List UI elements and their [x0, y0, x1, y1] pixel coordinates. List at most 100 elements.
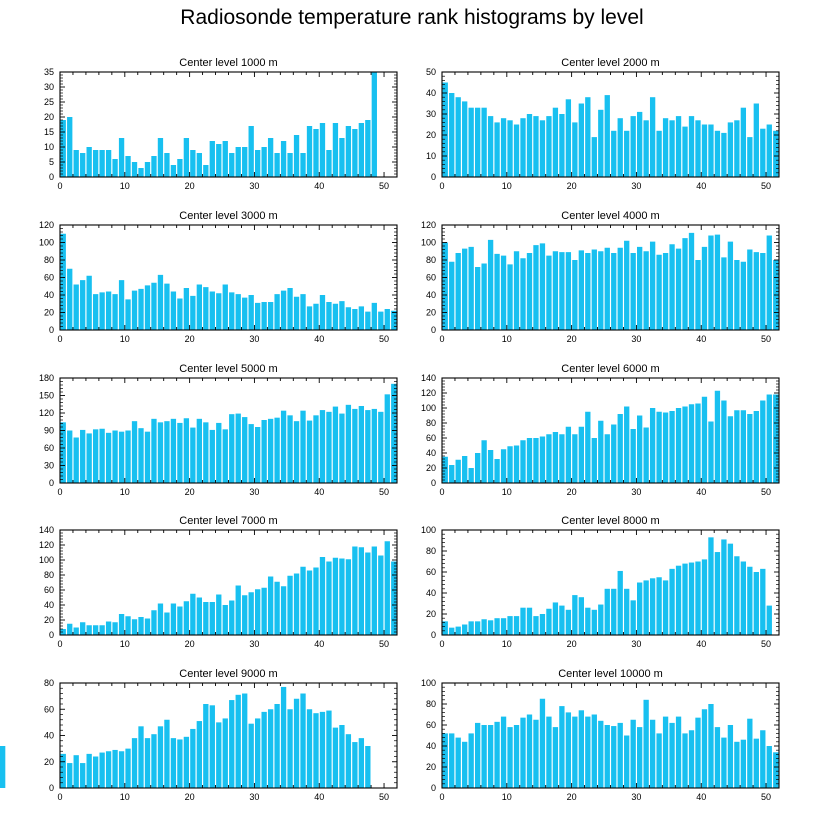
histogram-bar — [578, 710, 584, 788]
histogram-bar — [358, 306, 365, 330]
histogram-bar — [332, 727, 339, 788]
histogram-bar — [125, 748, 131, 788]
histogram-bar — [578, 597, 584, 635]
histogram-bar — [552, 107, 559, 177]
histogram-bar — [649, 408, 656, 483]
histogram-bar — [688, 116, 695, 177]
histogram-bar — [222, 605, 228, 635]
histogram-bar — [248, 592, 254, 635]
y-tick-label: 120 — [39, 540, 54, 550]
histogram-bar — [474, 453, 481, 483]
histogram-bar — [734, 556, 740, 635]
histogram-bar — [513, 725, 520, 788]
y-tick-label: 20 — [44, 615, 54, 625]
histogram-bar — [274, 417, 280, 483]
y-tick-label: 20 — [426, 463, 436, 473]
histogram-bar — [319, 711, 326, 788]
histogram-bar — [585, 411, 591, 483]
y-tick-label: 80 — [44, 570, 54, 580]
histogram-bar — [138, 168, 144, 177]
y-tick-label: 20 — [426, 609, 436, 619]
histogram-bar — [177, 606, 183, 635]
histogram-bar — [112, 294, 118, 330]
histogram-bar — [539, 243, 546, 330]
histogram-bar — [235, 413, 241, 483]
histogram-bar — [267, 418, 274, 483]
histogram-bar — [300, 153, 306, 177]
histogram-bar — [662, 253, 669, 330]
y-tick-label: 30 — [426, 109, 436, 119]
histogram-bar — [319, 295, 326, 330]
histogram-bar — [306, 570, 313, 635]
histogram-bar — [526, 253, 533, 330]
histogram-bar — [157, 274, 164, 330]
histogram-bar — [500, 618, 507, 635]
histogram-bar — [67, 117, 73, 177]
histogram-bar — [352, 309, 358, 330]
histogram-bar — [546, 116, 552, 177]
histogram-bar — [339, 558, 345, 635]
histogram-bar — [248, 723, 254, 788]
histogram-bar — [494, 253, 500, 330]
histogram-bar — [332, 303, 339, 330]
histogram-bar — [695, 120, 701, 177]
panel-10: Center level 10000 m 0 10 20 30 40 50 0 20 40 60 80… — [0, 668, 780, 802]
histogram-bar — [118, 431, 125, 483]
histogram-bar — [118, 280, 125, 330]
x-tick-label: 20 — [567, 639, 577, 649]
histogram-bar — [468, 621, 474, 635]
histogram-bar — [455, 253, 461, 330]
histogram-bar — [261, 711, 267, 788]
histogram-bar — [242, 297, 248, 330]
histogram-bar — [630, 600, 636, 635]
histogram-bar — [144, 162, 151, 177]
histogram-bar — [190, 150, 196, 177]
histogram-bar — [714, 552, 721, 635]
panel-title: Center level 5000 m — [179, 363, 277, 375]
histogram-bar — [306, 126, 313, 177]
histogram-bar — [222, 429, 228, 483]
histogram-bar — [287, 575, 293, 635]
histogram-bar — [494, 459, 500, 483]
histogram-bar — [118, 751, 125, 788]
histogram-bar — [144, 618, 151, 635]
histogram-bar — [170, 603, 177, 635]
histogram-bar — [80, 153, 86, 177]
x-tick-label: 10 — [120, 792, 130, 802]
histogram-bar — [235, 694, 241, 788]
histogram-bar — [468, 468, 474, 483]
histogram-bar — [533, 116, 539, 177]
histogram-bar — [455, 97, 461, 177]
y-tick-label: 80 — [44, 255, 54, 265]
histogram-bar — [507, 120, 513, 177]
x-tick-label: 40 — [696, 792, 706, 802]
histogram-bar — [138, 617, 144, 635]
histogram-bar — [675, 716, 682, 788]
histogram-bar — [332, 123, 339, 177]
y-tick-label: 120 — [421, 220, 436, 230]
histogram-bar — [708, 537, 714, 635]
histogram-bar — [695, 403, 701, 483]
histogram-bar — [384, 309, 390, 330]
histogram-bar — [559, 252, 565, 330]
histogram-bar — [585, 253, 591, 330]
histogram-bar — [688, 562, 695, 635]
histogram-bar — [131, 619, 138, 635]
histogram-bar — [319, 557, 326, 635]
y-tick-label: 35 — [44, 67, 54, 77]
histogram-bar — [99, 150, 105, 177]
histogram-bar — [80, 763, 86, 788]
histogram-bar — [611, 253, 617, 330]
histogram-bar — [326, 411, 332, 483]
histogram-bar — [539, 436, 546, 483]
x-tick-label: 50 — [379, 639, 389, 649]
histogram-bar — [73, 627, 79, 635]
y-tick-label: 5 — [49, 157, 54, 167]
histogram-bar — [760, 253, 766, 330]
histogram-bar — [604, 725, 610, 788]
histogram-bar — [701, 709, 708, 788]
histogram-bar — [60, 629, 66, 635]
histogram-bar — [293, 135, 300, 177]
histogram-bar — [747, 718, 753, 788]
histogram-bar — [714, 727, 721, 788]
